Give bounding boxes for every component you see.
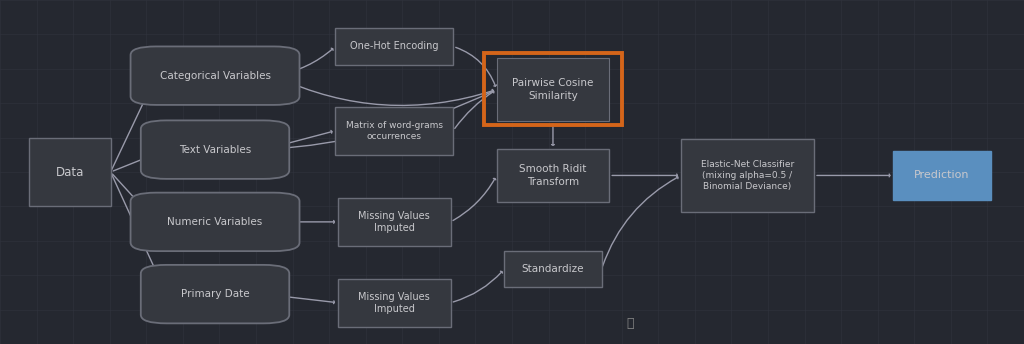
FancyBboxPatch shape — [681, 139, 814, 212]
FancyBboxPatch shape — [505, 251, 602, 287]
Text: Numeric Variables: Numeric Variables — [167, 217, 263, 227]
FancyBboxPatch shape — [336, 29, 453, 65]
Text: Elastic-Net Classifier
(mixing alpha=0.5 /
Binomial Deviance): Elastic-Net Classifier (mixing alpha=0.5… — [700, 160, 795, 191]
FancyBboxPatch shape — [338, 279, 451, 327]
Text: Data: Data — [55, 165, 84, 179]
FancyBboxPatch shape — [338, 198, 451, 246]
FancyBboxPatch shape — [497, 149, 609, 202]
Text: Smooth Ridit
Transform: Smooth Ridit Transform — [519, 164, 587, 187]
Text: Standardize: Standardize — [521, 264, 585, 274]
Text: Missing Values
Imputed: Missing Values Imputed — [358, 291, 430, 314]
FancyBboxPatch shape — [131, 46, 299, 105]
FancyBboxPatch shape — [29, 139, 111, 206]
Text: Primary Date: Primary Date — [180, 289, 250, 299]
Text: Categorical Variables: Categorical Variables — [160, 71, 270, 81]
Text: Text Variables: Text Variables — [179, 144, 251, 155]
Text: Pairwise Cosine
Similarity: Pairwise Cosine Similarity — [512, 78, 594, 101]
FancyBboxPatch shape — [140, 120, 289, 179]
FancyBboxPatch shape — [893, 151, 991, 200]
FancyBboxPatch shape — [140, 265, 289, 323]
FancyBboxPatch shape — [131, 193, 299, 251]
FancyBboxPatch shape — [497, 57, 609, 121]
Text: Prediction: Prediction — [914, 170, 970, 181]
Text: ⌖: ⌖ — [626, 317, 634, 330]
Text: Matrix of word-grams
occurrences: Matrix of word-grams occurrences — [346, 121, 442, 141]
Text: One-Hot Encoding: One-Hot Encoding — [350, 41, 438, 52]
Text: Missing Values
Imputed: Missing Values Imputed — [358, 211, 430, 233]
FancyBboxPatch shape — [336, 107, 453, 155]
